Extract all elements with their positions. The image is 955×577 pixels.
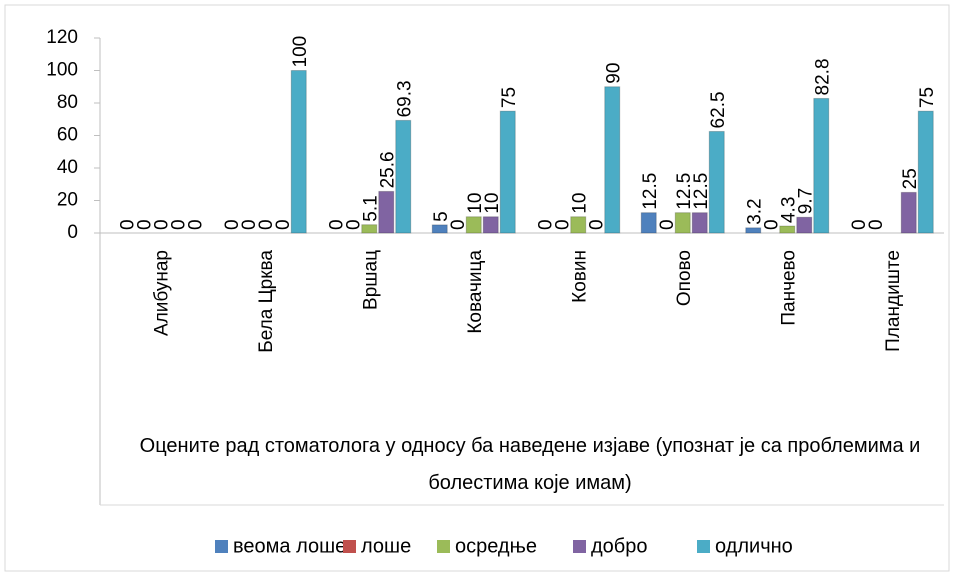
value-label: 12.5 [674,173,695,210]
value-label: 100 [290,36,311,68]
value-label: 0 [866,219,887,230]
y-tick-label: 60 [57,125,78,146]
value-label: 0 [849,219,870,230]
value-label: 0 [151,219,172,230]
value-label: 0 [761,219,782,230]
value-label: 0 [117,219,138,230]
x-tick-label: Бела Црква [256,250,277,353]
value-label: 0 [448,219,469,230]
bar [813,97,830,234]
value-label: 0 [168,219,189,230]
legend-label: осредње [455,535,537,557]
bar [779,225,796,234]
value-label: 5 [431,211,452,222]
value-label: 82.8 [812,58,833,95]
value-label: 0 [222,219,243,230]
value-label: 0 [134,219,155,230]
legend-swatch [215,540,228,553]
bar [604,86,621,234]
value-label: 0 [657,219,678,230]
x-tick-label: Алибунар [151,250,172,336]
bar [691,212,708,234]
bar [431,224,448,234]
y-tick-label: 120 [46,27,78,48]
x-tick-label: Ковин [569,250,590,303]
bar [745,227,762,234]
y-tick-label: 40 [57,157,78,178]
value-label: 0 [239,219,260,230]
value-label: 0 [256,219,277,230]
value-label: 4.3 [778,197,799,223]
y-tick-label: 80 [57,92,78,113]
chart-border [4,4,950,572]
legend-swatch [343,540,356,553]
value-label: 9.7 [795,188,816,214]
value-label: 69.3 [394,80,415,117]
legend-label: добро [591,535,648,557]
bar [378,190,395,234]
bar [499,110,516,234]
x-tick-label: Вршац [360,250,381,310]
value-label: 10 [465,193,486,214]
value-label: 0 [185,219,206,230]
value-label: 3.2 [744,198,765,224]
x-axis-title: Оцените рад стоматолога у односу ба наве… [139,435,921,494]
value-label: 0 [552,219,573,230]
x-tick-label: Ковачица [465,250,486,334]
bar [465,216,482,234]
value-label: 90 [603,63,624,84]
value-label: 75 [917,87,938,108]
value-label: 10 [569,193,590,214]
x-tick-label: Опово [674,250,695,306]
bar [674,212,691,234]
x-tick-label: Панчево [778,250,799,326]
value-label: 75 [499,87,520,108]
value-label: 0 [586,219,607,230]
value-label: 0 [326,219,347,230]
bar [900,191,917,234]
bar [708,130,725,234]
bar [290,70,307,234]
value-label: 0 [273,219,294,230]
bar [917,110,934,234]
value-label: 5.1 [360,195,381,221]
legend-label: веома лоше [233,535,346,557]
legend-swatch [437,540,450,553]
legend-label: одлично [715,535,793,557]
value-label: 0 [343,219,364,230]
value-label: 25.6 [377,151,398,188]
legend-label: лоше [361,535,411,557]
bar [482,216,499,234]
bar [361,224,378,234]
x-tick-label: Пландиште [883,250,904,352]
value-label: 62.5 [708,91,729,128]
value-label: 0 [535,219,556,230]
bar [395,119,412,234]
bar [796,216,813,234]
bar [570,216,587,234]
y-tick-label: 20 [57,190,78,211]
value-label: 12.5 [691,173,712,210]
value-label: 10 [482,193,503,214]
legend-swatch [573,540,586,553]
value-label: 25 [900,168,921,189]
y-tick-label: 100 [46,60,78,81]
legend-swatch [697,540,710,553]
bar [640,212,657,234]
value-label: 12.5 [640,173,661,210]
y-tick-label: 0 [67,222,78,243]
